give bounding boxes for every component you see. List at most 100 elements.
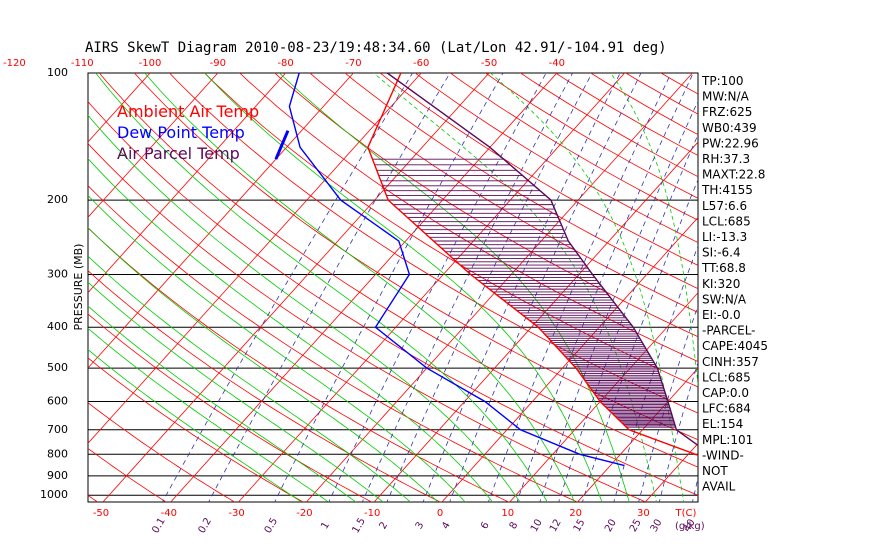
dry-adiabat — [88, 100, 698, 496]
mixing-ratio-tick-label: 15 — [572, 517, 588, 534]
moist-adiabat — [88, 194, 466, 502]
moist-adiabat — [88, 281, 384, 502]
legend-entry: Air Parcel Temp — [117, 144, 240, 163]
y-axis-label: PRESSURE (MB) — [72, 244, 85, 331]
moist-adiabat — [279, 73, 630, 502]
pressure-tick-label: 400 — [47, 320, 68, 333]
dew-point-thick-segment — [274, 130, 290, 160]
top-temp-tick-label: -60 — [413, 58, 429, 69]
stability-index: SW:N/A — [702, 292, 747, 306]
bottom-temp-tick-label: 0 — [437, 508, 443, 519]
stability-index: AVAIL — [702, 480, 736, 494]
bottom-temp-tick-label: 30 — [637, 508, 650, 519]
isotherm — [441, 216, 698, 502]
dry-adiabat — [274, 73, 698, 338]
ambient-temp-line — [367, 73, 698, 456]
dry-adiabat — [204, 73, 698, 388]
dry-adiabat — [88, 357, 304, 502]
moist-adiabat — [144, 73, 576, 502]
mixing-ratio-line — [658, 361, 698, 502]
stability-index: TP:100 — [701, 74, 744, 88]
moist-adiabat — [88, 255, 412, 502]
chart-title: AIRS SkewT Diagram 2010-08-23/19:48:34.6… — [85, 40, 667, 56]
bottom-temp-tick-label: 20 — [569, 508, 582, 519]
isotherm — [509, 292, 698, 502]
mixing-ratio-line — [558, 133, 698, 502]
mixing-ratio-tick-label: 25 — [628, 517, 644, 534]
moist-adiabat — [763, 73, 770, 504]
top-temp-tick-label: -110 — [71, 58, 94, 69]
stability-index: LI:-13.3 — [702, 230, 747, 244]
moist-adiabat — [88, 305, 357, 502]
dry-adiabat — [88, 402, 236, 502]
mixing-ratio-line — [487, 73, 672, 502]
stability-index: KI:320 — [702, 277, 740, 291]
mixing-ratio-tick-label: 0.1 — [150, 516, 167, 535]
mixing-ratio-tick-label: 12 — [548, 517, 564, 534]
stability-index: TT:68.8 — [701, 261, 746, 275]
bottom-temp-tick-label: -10 — [364, 508, 380, 519]
stability-index: CAP:0.0 — [702, 386, 749, 400]
mixing-ratio-line — [161, 73, 413, 502]
moist-adiabat — [88, 327, 330, 502]
mixing-ratio-tick-label: 0.2 — [197, 516, 214, 535]
stability-index: PW:22.96 — [702, 136, 759, 150]
stability-index: LFC:684 — [702, 402, 751, 416]
bottom-temp-tick-label: -40 — [161, 508, 177, 519]
stability-index: L57:6.6 — [702, 199, 747, 213]
pressure-tick-label: 100 — [47, 66, 68, 79]
bottom-temp-tick-label: -50 — [93, 508, 109, 519]
mixing-ratio-tick-label: 3 — [414, 520, 427, 531]
mixing-ratio-tick-label: 30 — [649, 517, 665, 534]
mixing-ratio-tick-label: 0.5 — [263, 516, 280, 535]
stability-index: EL:154 — [702, 417, 743, 431]
moist-adiabat — [610, 73, 698, 389]
legend-entry: Ambient Air Temp — [117, 102, 259, 121]
mixing-ratio-tick-label: 1 — [319, 520, 332, 531]
dry-adiabat — [309, 73, 698, 313]
mixing-ratio-tick-label: 20 — [603, 517, 619, 534]
stability-index: CINH:357 — [702, 355, 759, 369]
mixing-ratio-line — [386, 73, 593, 502]
pressure-tick-label: 300 — [47, 267, 68, 280]
mixing-ratio-unit: (g/kg) — [675, 521, 705, 532]
mixing-ratio-line — [361, 73, 573, 502]
dry-adiabat — [98, 73, 698, 468]
isotherm — [237, 73, 626, 502]
top-temp-tick-label: -40 — [549, 58, 565, 69]
top-temp-tick-label: -100 — [139, 58, 162, 69]
pressure-tick-label: 800 — [47, 447, 68, 460]
stability-index: WB0:439 — [702, 121, 757, 135]
isotherm — [88, 73, 422, 444]
stability-index: RH:37.3 — [702, 152, 750, 166]
mixing-ratio-tick-label: 1.5 — [350, 516, 367, 535]
mixing-ratio-line — [638, 304, 698, 502]
mixing-ratio-line — [613, 244, 698, 502]
mixing-ratio-line — [539, 99, 698, 502]
mixing-ratio-line — [516, 73, 694, 502]
stability-index: TH:4155 — [701, 183, 753, 197]
isotherm — [779, 32, 870, 504]
moist-adiabat — [88, 226, 439, 502]
dry-adiabat — [344, 73, 698, 290]
mixing-ratio-tick-label: 8 — [508, 520, 521, 531]
stability-index: -PARCEL- — [702, 324, 756, 338]
dry-adiabat — [88, 143, 647, 502]
mixing-ratio-line — [328, 73, 547, 502]
bottom-temp-tick-label: -20 — [296, 508, 312, 519]
stability-index: CAPE:4045 — [702, 339, 768, 353]
dry-adiabat — [88, 270, 442, 502]
mixing-ratio-line — [422, 73, 621, 502]
stability-index: MAXT:22.8 — [702, 168, 765, 182]
legend-entry: Dew Point Temp — [117, 123, 245, 142]
mixing-ratio-line — [274, 73, 504, 502]
bottom-temp-tick-label: -30 — [228, 508, 244, 519]
pressure-tick-label: 900 — [47, 469, 68, 482]
mixing-ratio-tick-label: 6 — [479, 520, 492, 531]
top-temp-tick-label: -50 — [481, 58, 497, 69]
mixing-ratio-tick-label: 2 — [378, 520, 391, 531]
pressure-tick-label: 500 — [47, 361, 68, 374]
isotherm — [0, 32, 51, 504]
plot-frame — [87, 72, 699, 503]
dew-point-line — [288, 73, 625, 467]
